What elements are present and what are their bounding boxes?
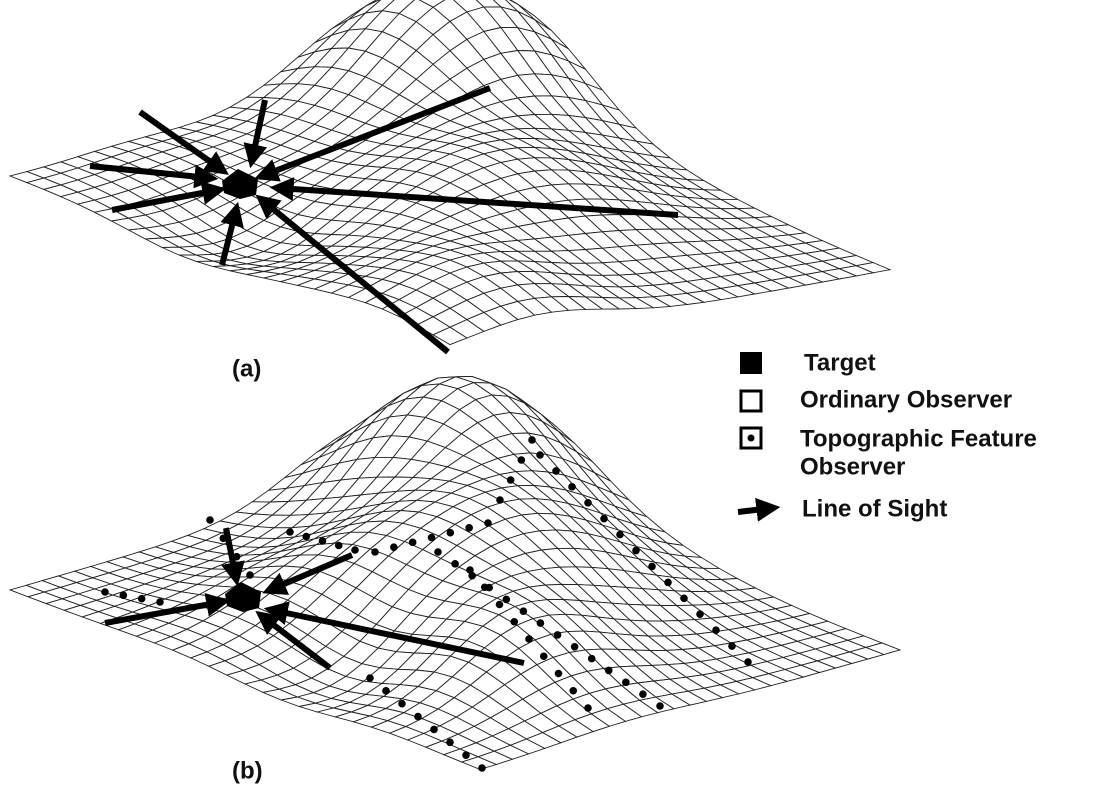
feature-observer xyxy=(478,764,486,772)
feature-observer xyxy=(335,542,343,550)
feature-observer xyxy=(446,738,454,746)
feature-observer xyxy=(569,687,577,695)
feature-observer xyxy=(537,619,545,627)
feature-observer xyxy=(484,519,492,527)
feature-observer xyxy=(552,467,560,475)
feature-observer xyxy=(712,626,720,634)
feature-observer xyxy=(518,456,526,464)
figure: (a) (b) Target Ordinary Observer Topogra… xyxy=(0,0,1096,792)
legend-feature-dot xyxy=(748,435,755,442)
feature-observer xyxy=(728,642,736,650)
feature-observer xyxy=(520,607,528,615)
feature-observer xyxy=(744,658,752,666)
feature-observer xyxy=(120,592,128,600)
feature-observer xyxy=(351,546,359,554)
feature-observer xyxy=(536,451,544,459)
feature-observer xyxy=(138,595,146,603)
feature-observer xyxy=(528,436,536,444)
feature-observer xyxy=(481,583,489,591)
legend: Target Ordinary Observer Topographic Fea… xyxy=(738,349,1037,522)
legend-observer-icon xyxy=(741,391,761,411)
feature-observer xyxy=(571,643,579,651)
feature-observer xyxy=(206,516,214,524)
feature-observer xyxy=(409,539,417,547)
feature-observer xyxy=(588,655,596,663)
feature-observer xyxy=(390,543,398,551)
feature-observer xyxy=(622,679,630,687)
feature-observer xyxy=(680,595,688,603)
feature-observer xyxy=(584,704,592,712)
feature-observer xyxy=(616,531,624,539)
feature-observer xyxy=(540,652,548,660)
feature-observer xyxy=(398,700,406,708)
feature-observer xyxy=(447,529,455,537)
feature-observer xyxy=(246,571,254,579)
feature-observer xyxy=(600,515,608,523)
feature-observer xyxy=(371,548,379,556)
feature-observer xyxy=(286,528,294,536)
feature-observer xyxy=(101,588,109,596)
feature-observer xyxy=(430,726,438,734)
legend-label: Target xyxy=(804,349,876,376)
feature-observer xyxy=(584,499,592,507)
legend-target-icon xyxy=(740,352,762,374)
feature-observer xyxy=(462,751,470,759)
feature-observer xyxy=(382,687,390,695)
feature-observer xyxy=(555,670,563,678)
legend-label: Observer xyxy=(800,453,905,480)
feature-observer xyxy=(496,496,504,504)
feature-observer xyxy=(156,598,164,606)
feature-observer xyxy=(648,563,656,571)
feature-observer xyxy=(319,537,327,545)
feature-observer xyxy=(302,533,310,541)
feature-observer xyxy=(428,534,436,542)
feature-observer xyxy=(568,483,576,491)
feature-observer xyxy=(496,601,504,609)
terrain-mesh-b xyxy=(10,376,900,769)
legend-label: Ordinary Observer xyxy=(800,386,1012,413)
feature-observer xyxy=(525,635,533,643)
feature-observer xyxy=(632,547,640,555)
feature-observer xyxy=(451,560,459,568)
feature-observer xyxy=(434,548,442,556)
feature-observer xyxy=(554,631,562,639)
feature-observer xyxy=(510,618,518,626)
panel-label: (a) xyxy=(232,355,261,382)
feature-observer xyxy=(466,566,474,574)
feature-observer xyxy=(366,674,374,682)
feature-observer xyxy=(664,579,672,587)
feature-observer xyxy=(696,610,704,618)
panel-label: (b) xyxy=(232,757,263,784)
legend-label: Topographic Feature xyxy=(800,425,1037,452)
legend-label: Line of Sight xyxy=(802,495,947,522)
feature-observer xyxy=(605,667,613,675)
feature-observer xyxy=(503,596,511,604)
feature-observer xyxy=(656,702,664,710)
feature-observer xyxy=(507,476,515,484)
legend-arrow-icon xyxy=(738,508,772,512)
feature-observer xyxy=(639,690,647,698)
feature-observer xyxy=(414,713,422,721)
feature-observer xyxy=(465,524,473,532)
